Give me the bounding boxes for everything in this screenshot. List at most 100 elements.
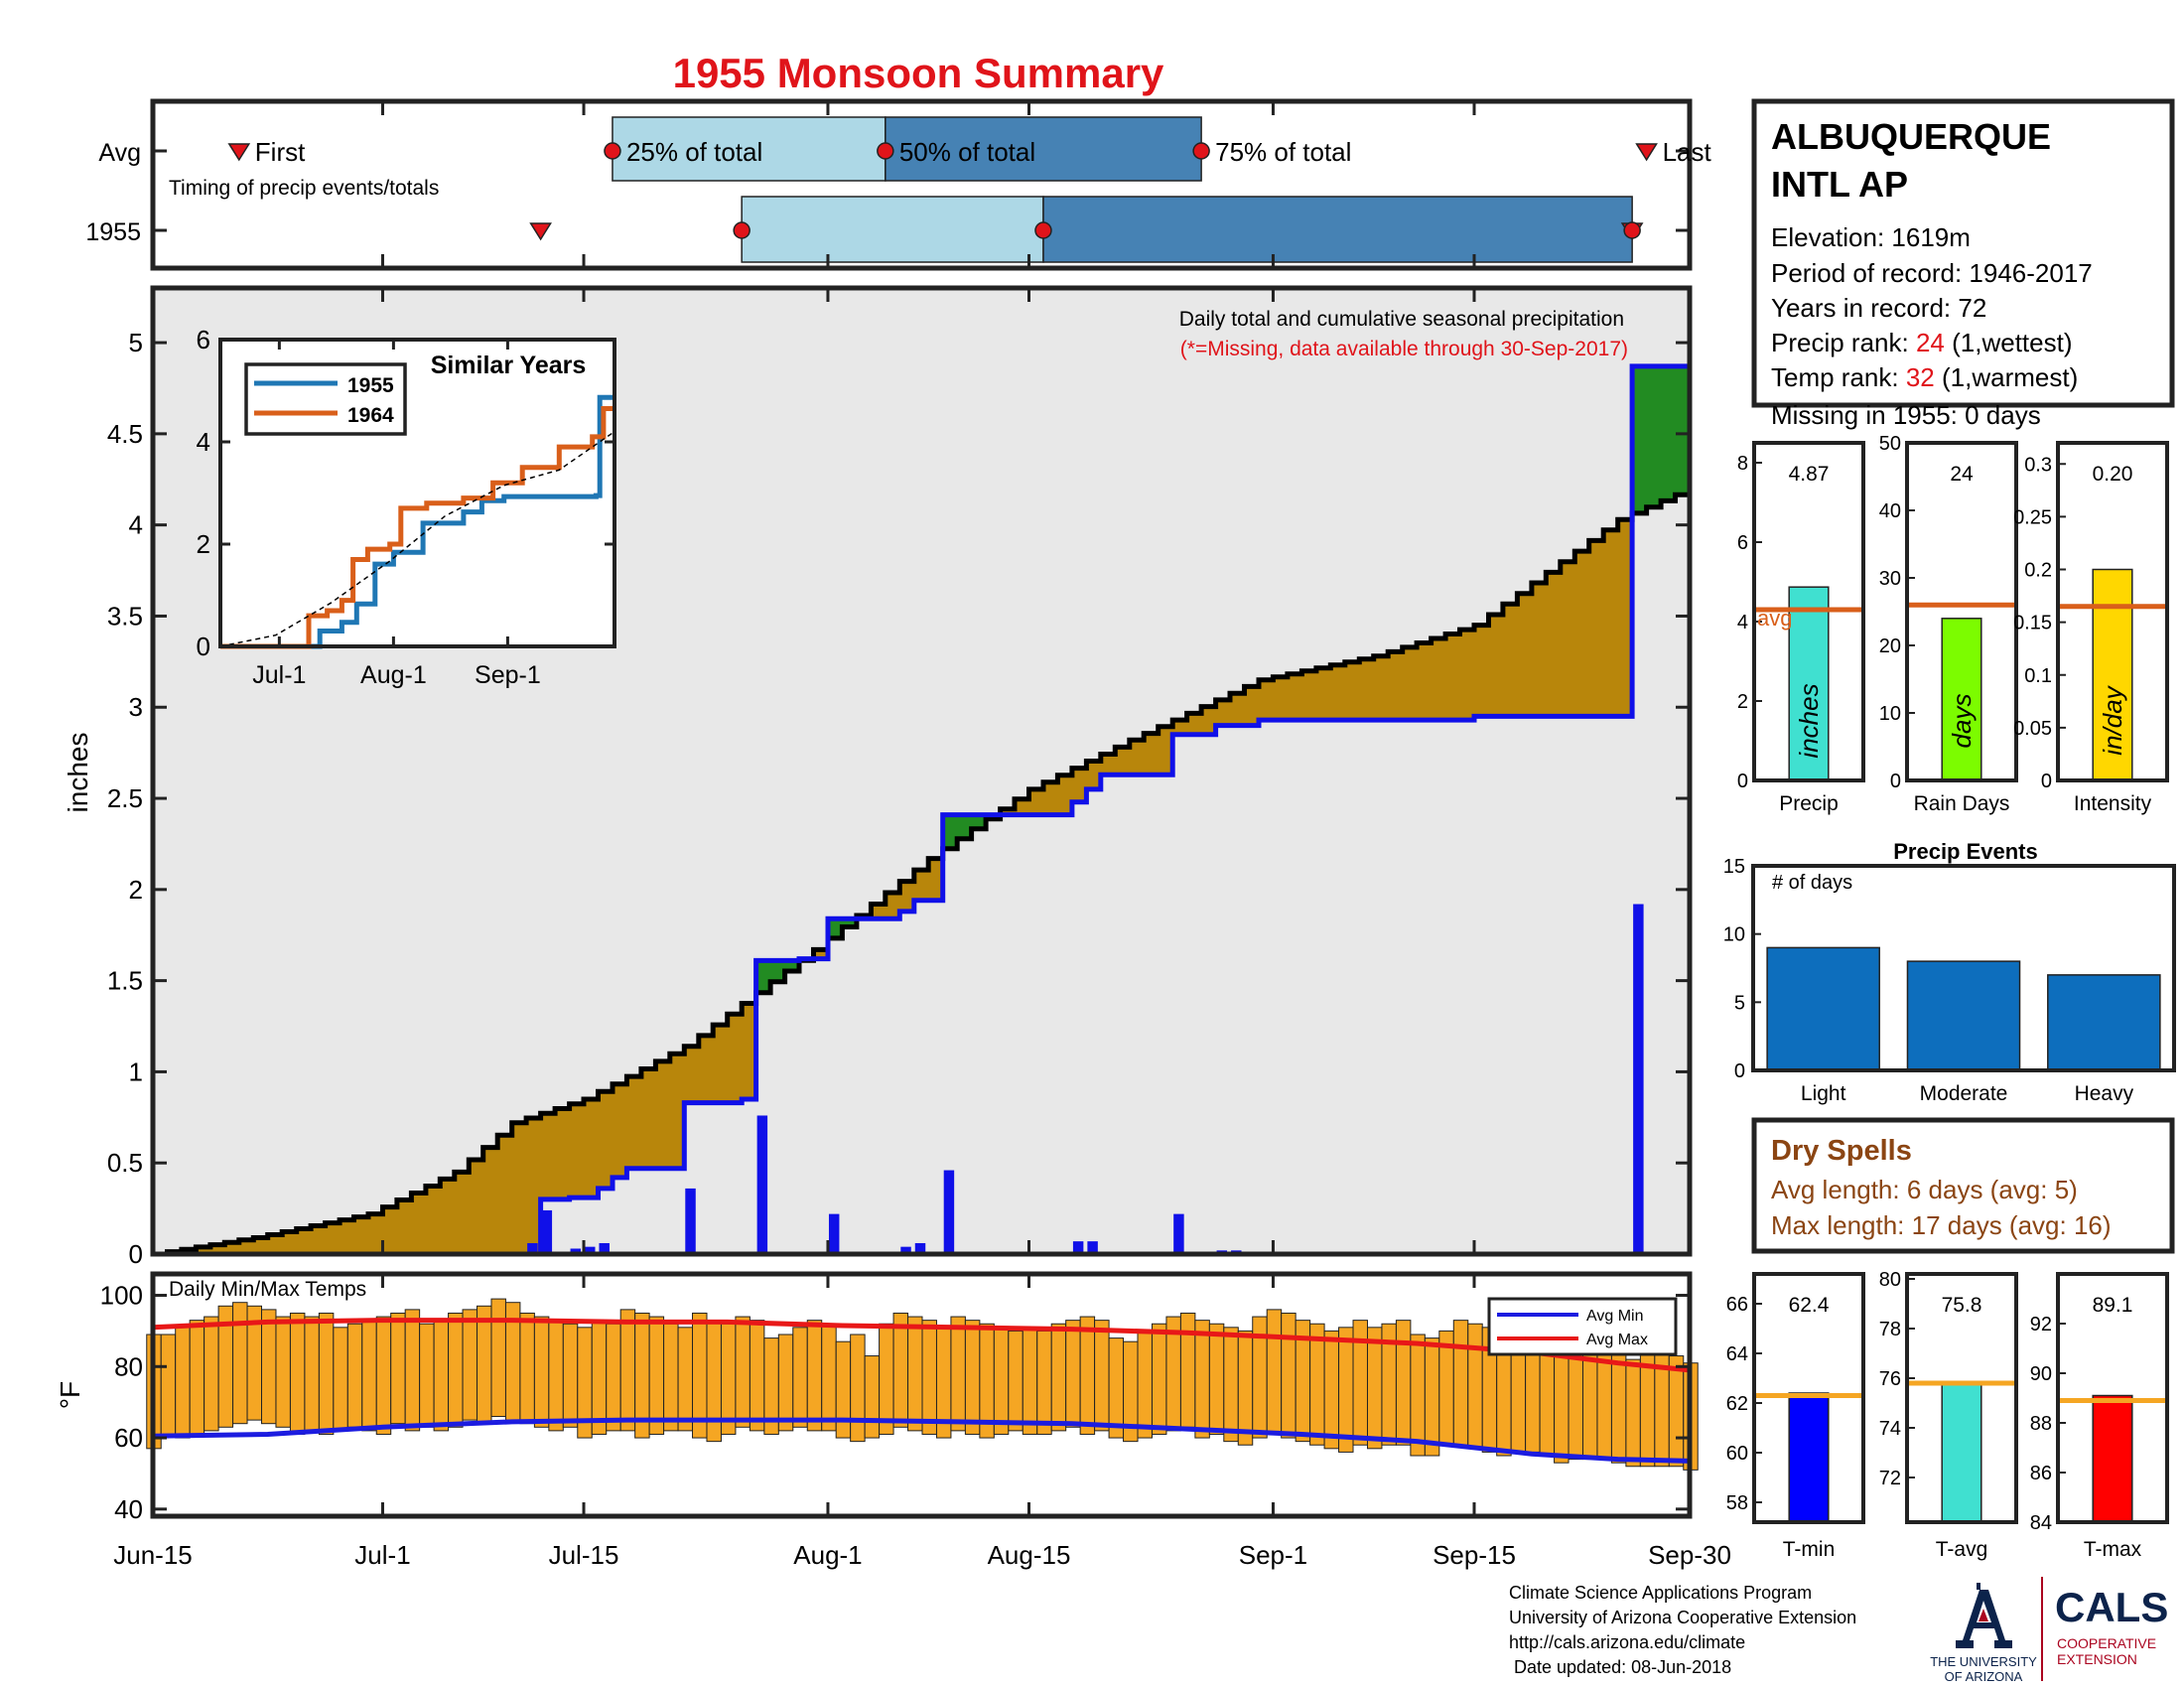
inset-ytick-label: 0 xyxy=(197,632,210,661)
summary-ytick-label: 88 xyxy=(2030,1413,2052,1435)
daily-temp-bar xyxy=(1108,1337,1125,1439)
timing-p75-label: 75% of total xyxy=(1215,137,1351,167)
daily-precip-bar xyxy=(1173,1213,1184,1254)
summary-ytick-label: 50 xyxy=(1879,433,1901,455)
credits-line1: Climate Science Applications Program xyxy=(1509,1583,1812,1603)
summary-panel-frame xyxy=(1752,441,1865,782)
daily-temp-bar xyxy=(304,1316,320,1432)
similar-years-inset: 0 2 4 6 Jul-1 Aug-1 Sep-1 Similar Years 1955 1… xyxy=(197,325,616,689)
daily-temp-bar xyxy=(1208,1323,1225,1435)
daily-temp-bar xyxy=(806,1320,823,1432)
station-frame xyxy=(1751,98,2175,408)
timing-markers: First Last 25% of total 50% of total 75% of … xyxy=(227,137,1712,241)
timing-first-marker xyxy=(529,222,552,241)
ua-text-1: THE UNIVERSITY xyxy=(1930,1654,2037,1669)
temp-y-axis-label: °F xyxy=(55,1381,85,1409)
timing-p75-dot xyxy=(1192,142,1210,160)
timing-panel-frame xyxy=(150,98,1693,271)
inset-xtick-label: Jul-1 xyxy=(252,661,306,689)
daily-temp-bar xyxy=(1596,1347,1612,1461)
summary-ytick-label: 0.15 xyxy=(2013,613,2052,634)
daily-temp-bar xyxy=(375,1316,392,1435)
events-plot-area: Light Moderate Heavy 0 5 10 15 xyxy=(1723,856,2161,1105)
summary-ytick-label: 62 xyxy=(1726,1393,1748,1415)
timing-caption: Timing of precip events/totals xyxy=(169,177,439,200)
daily-temp-bar xyxy=(648,1316,665,1435)
daily-temp-bar xyxy=(1410,1334,1426,1457)
daily-temp-bar xyxy=(1610,1351,1627,1464)
daily-precip-bar xyxy=(914,1242,926,1254)
daily-temp-bar xyxy=(189,1320,205,1435)
daily-temp-bar xyxy=(390,1312,406,1425)
temp-rank-note: (1,warmest) xyxy=(1942,362,2078,392)
daily-precip-bar xyxy=(943,1170,955,1254)
summary-category-label: T-max xyxy=(2084,1538,2142,1561)
summary-ytick-label: 0.25 xyxy=(2013,506,2052,528)
summary-ytick-label: 66 xyxy=(1726,1294,1748,1316)
daily-temp-bar xyxy=(1323,1330,1340,1450)
timing-row-label-year: 1955 xyxy=(85,218,141,246)
timing-last-marker xyxy=(1635,143,1658,162)
timing-p50-label: 50% of total xyxy=(899,137,1035,167)
timing-first-marker xyxy=(227,143,251,162)
summary-value-label: 62.4 xyxy=(1789,1294,1830,1317)
summary-value-label: 0.20 xyxy=(2093,463,2133,486)
main-ytick-label: 2 xyxy=(129,875,143,905)
daily-temp-bar xyxy=(160,1334,177,1435)
daily-temp-bar xyxy=(1395,1320,1412,1446)
main-ytick-label: 5 xyxy=(129,328,143,357)
inset-ytick-label: 6 xyxy=(197,325,210,354)
daily-temp-bar xyxy=(346,1323,363,1428)
timing-p25-label: 25% of total xyxy=(626,137,762,167)
temperature-panel: 40 60 80 100 °F Daily Min/Max Temps Avg Min… xyxy=(55,1271,1699,1524)
daily-temp-bar xyxy=(1467,1323,1483,1450)
main-ytick-label: 2.5 xyxy=(107,783,143,813)
timing-ticks xyxy=(153,149,1690,232)
cals-sub-2: EXTENSION xyxy=(2057,1651,2137,1667)
daily-precip-bar xyxy=(828,1213,840,1254)
precip-avg-label: avg xyxy=(1757,606,1792,631)
daily-temp-bar xyxy=(204,1316,219,1432)
daily-temp-bar xyxy=(1266,1309,1283,1435)
summary-bar-unit: inches xyxy=(1794,683,1824,758)
main-ytick-label: 3 xyxy=(129,692,143,722)
summary-bar-unit: days xyxy=(1947,694,1977,749)
station-name-line1: ALBUQUERQUE xyxy=(1771,116,2051,157)
station-info-box: ALBUQUERQUE INTL AP Elevation: 1619m Per… xyxy=(1751,98,2175,408)
daily-temp-bar xyxy=(606,1323,621,1432)
daily-temp-bar xyxy=(706,1320,722,1443)
daily-temp-bar xyxy=(1237,1330,1254,1446)
summary-ytick-label: 8 xyxy=(1737,453,1748,475)
daily-temp-bar xyxy=(175,1327,191,1439)
summary-ytick-label: 60 xyxy=(1726,1443,1748,1465)
summary-ytick-label: 6 xyxy=(1737,532,1748,554)
inset-legend-1964: 1964 xyxy=(347,404,394,427)
date-tick-label: Sep-15 xyxy=(1433,1540,1516,1570)
daily-temp-bar xyxy=(1151,1323,1167,1435)
events-category-label: Heavy xyxy=(2075,1082,2134,1105)
summary-ytick-label: 0.05 xyxy=(2013,718,2052,740)
summary-panel-frame xyxy=(2056,1272,2169,1524)
university-of-arizona-logo: THE UNIVERSITY OF ARIZONA xyxy=(1930,1583,2037,1684)
events-ytick-label: 5 xyxy=(1734,992,1745,1014)
inset-series-1955 xyxy=(220,394,614,649)
inset-lines xyxy=(219,394,615,649)
summary-ytick-label: 74 xyxy=(1879,1418,1901,1440)
timing-first-label: First xyxy=(255,137,306,167)
cals-logo: CALS COOPERATIVE EXTENSION xyxy=(2055,1584,2168,1667)
daily-precip-bar xyxy=(685,1188,696,1254)
summary-ytick-label: 78 xyxy=(1879,1319,1901,1340)
timing-box-25-50 xyxy=(741,196,1044,263)
daily-temp-bar xyxy=(1539,1347,1556,1457)
cals-sub-1: COOPERATIVE xyxy=(2057,1635,2156,1651)
events-bar-Moderate xyxy=(1906,960,2021,1071)
daily-temp-bar xyxy=(1281,1312,1297,1439)
main-y-ticks: 0 0.5 1 1.5 2 2.5 3 3.5 4 4.5 5 xyxy=(107,328,1690,1269)
daily-temp-bar xyxy=(275,1316,291,1428)
summary-ytick-label: 92 xyxy=(2030,1314,2052,1336)
daily-temp-bar xyxy=(490,1298,506,1418)
temp-ytick-label: 40 xyxy=(114,1494,143,1524)
summary-value-label: 4.87 xyxy=(1789,463,1830,486)
date-tick-label: Aug-1 xyxy=(793,1540,862,1570)
